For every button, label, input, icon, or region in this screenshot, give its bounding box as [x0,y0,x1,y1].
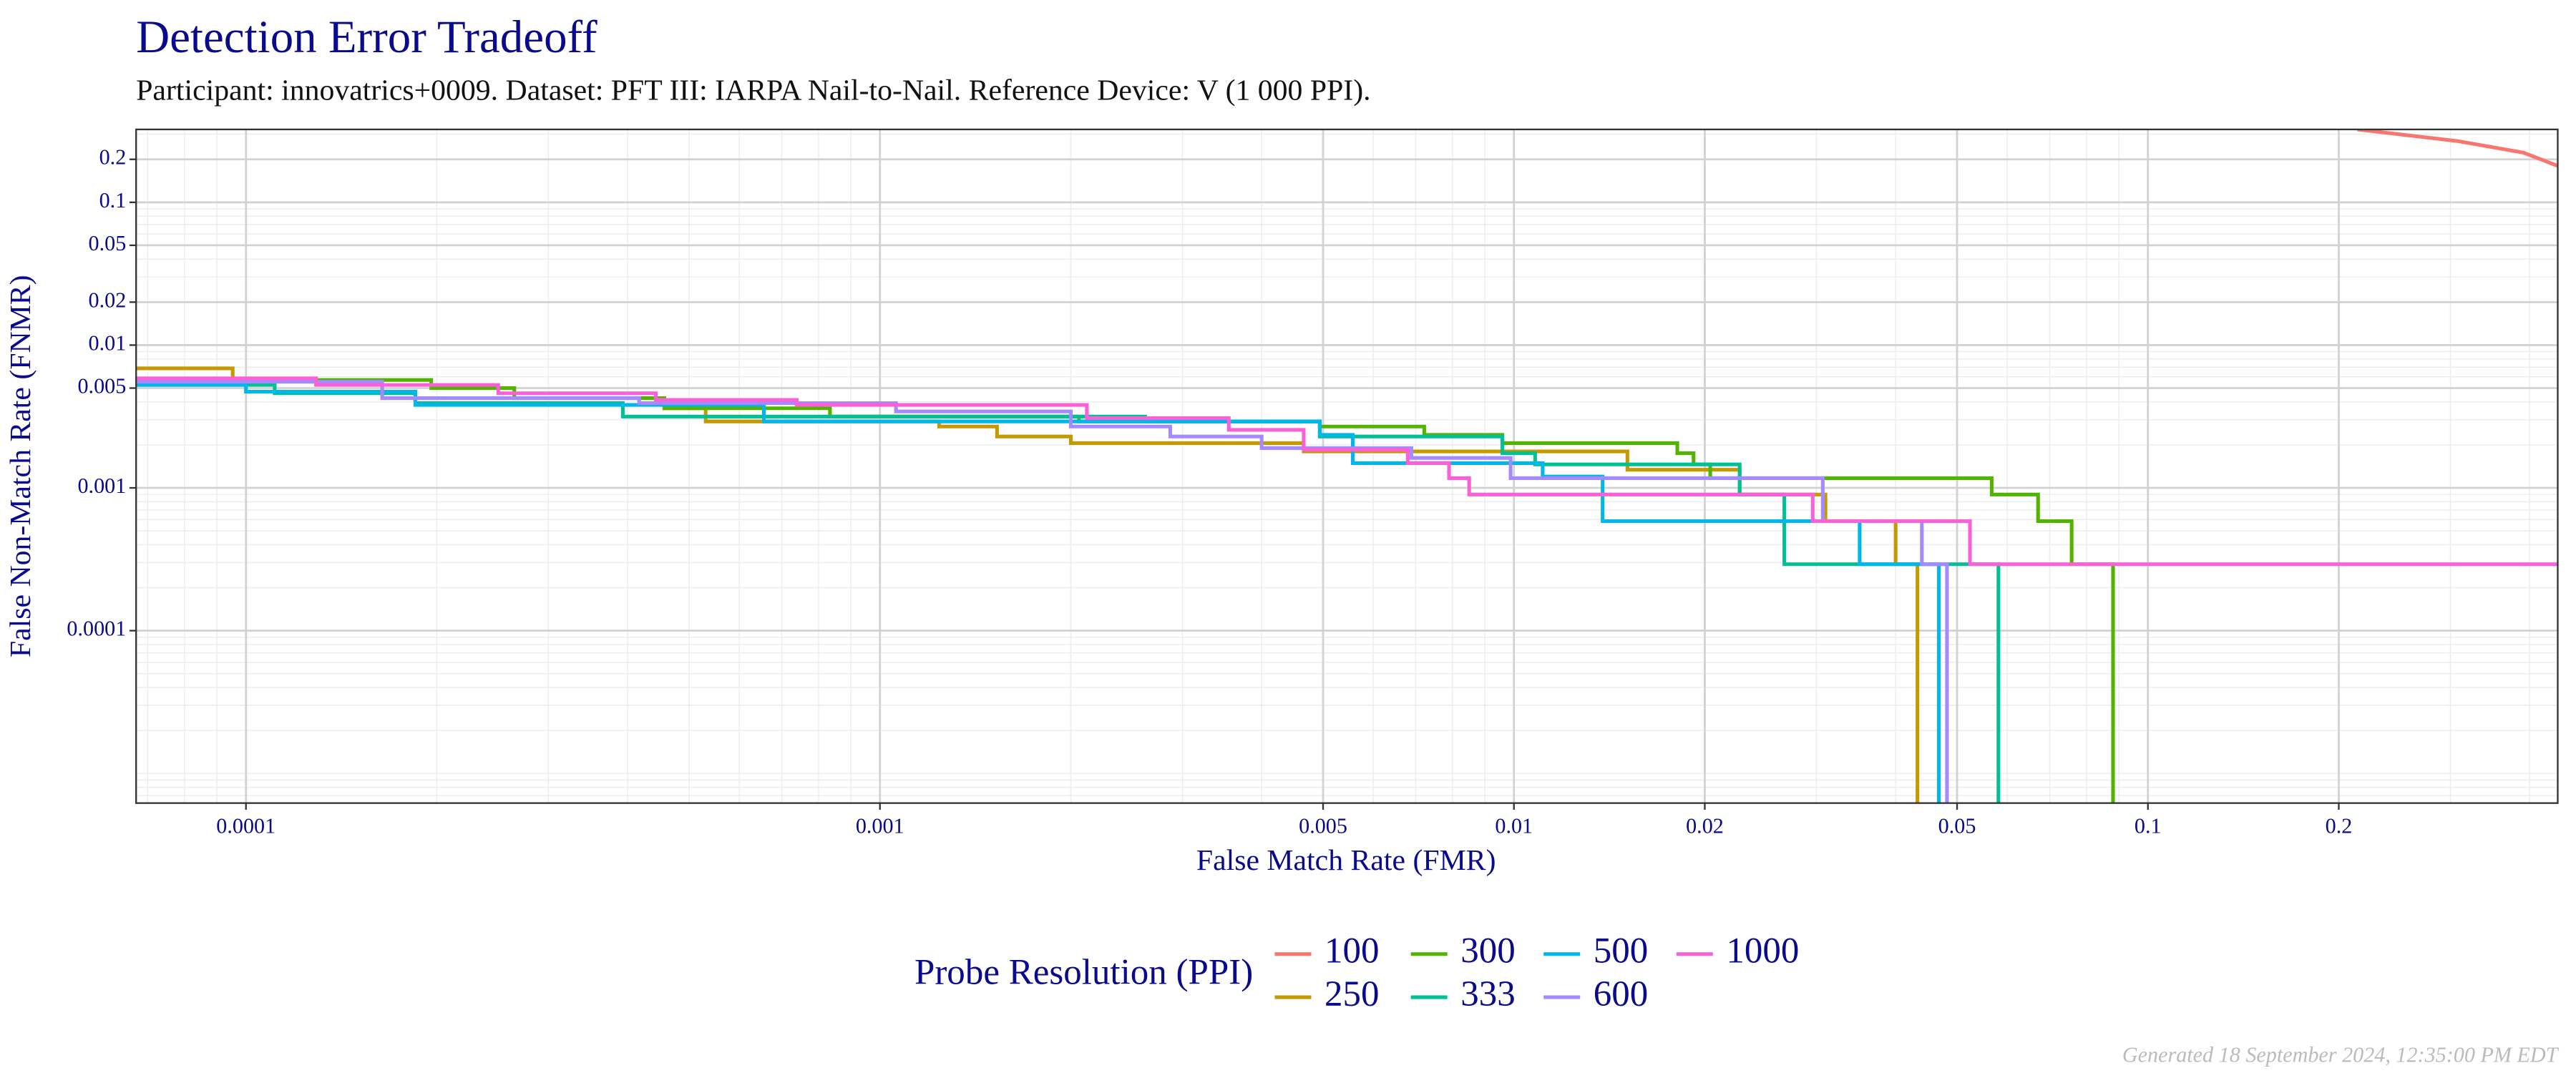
series-line [2357,129,2558,168]
x-tick-label: 0.05 [1938,813,1976,838]
axes: 0.0001 0.001 0.005 0.01 0.02 0.05 0.1 0.2 0.0001… [67,145,2352,838]
y-tick-label: 0.02 [89,288,127,312]
x-tick-label: 0.001 [856,813,904,838]
grid [136,129,2558,803]
chart-title: Detection Error Tradeoff [136,11,597,63]
plot-area [136,129,2558,803]
y-tick-label: 0.05 [89,231,127,255]
chart-subtitle: Participant: innovatrics+0009. Dataset: … [136,74,1370,107]
legend-title: Probe Resolution (PPI) [914,953,1253,993]
legend-label: 500 [1594,931,1649,971]
series-line [136,376,2558,567]
x-tick-label: 0.2 [2326,813,2353,838]
legend-label: 100 [1324,931,1380,971]
x-tick-label: 0.01 [1495,813,1533,838]
legend-label: 300 [1460,931,1516,971]
x-tick-label: 0.02 [1686,813,1724,838]
legend-label: 333 [1460,974,1516,1014]
legend-label: 1000 [1726,931,1799,971]
x-tick-label: 0.0001 [216,813,275,838]
footer: Generated 18 September 2024, 12:35:00 PM… [2122,1042,2560,1067]
x-tick-label: 0.005 [1299,813,1347,838]
legend-label: 250 [1324,974,1380,1014]
legend-label: 600 [1594,974,1649,1014]
y-tick-label: 0.001 [77,474,126,498]
y-tick-label: 0.2 [99,145,127,170]
y-tick-label: 0.1 [99,188,127,212]
y-tick-label: 0.005 [77,373,126,398]
x-axis-label: False Match Rate (FMR) [1196,844,1496,877]
y-tick-label: 0.0001 [67,617,126,641]
x-tick-label: 0.1 [2135,813,2162,838]
y-axis-label: False Non-Match Rate (FNMR) [4,275,37,658]
y-tick-label: 0.01 [89,330,127,355]
plot-border [135,128,2559,804]
